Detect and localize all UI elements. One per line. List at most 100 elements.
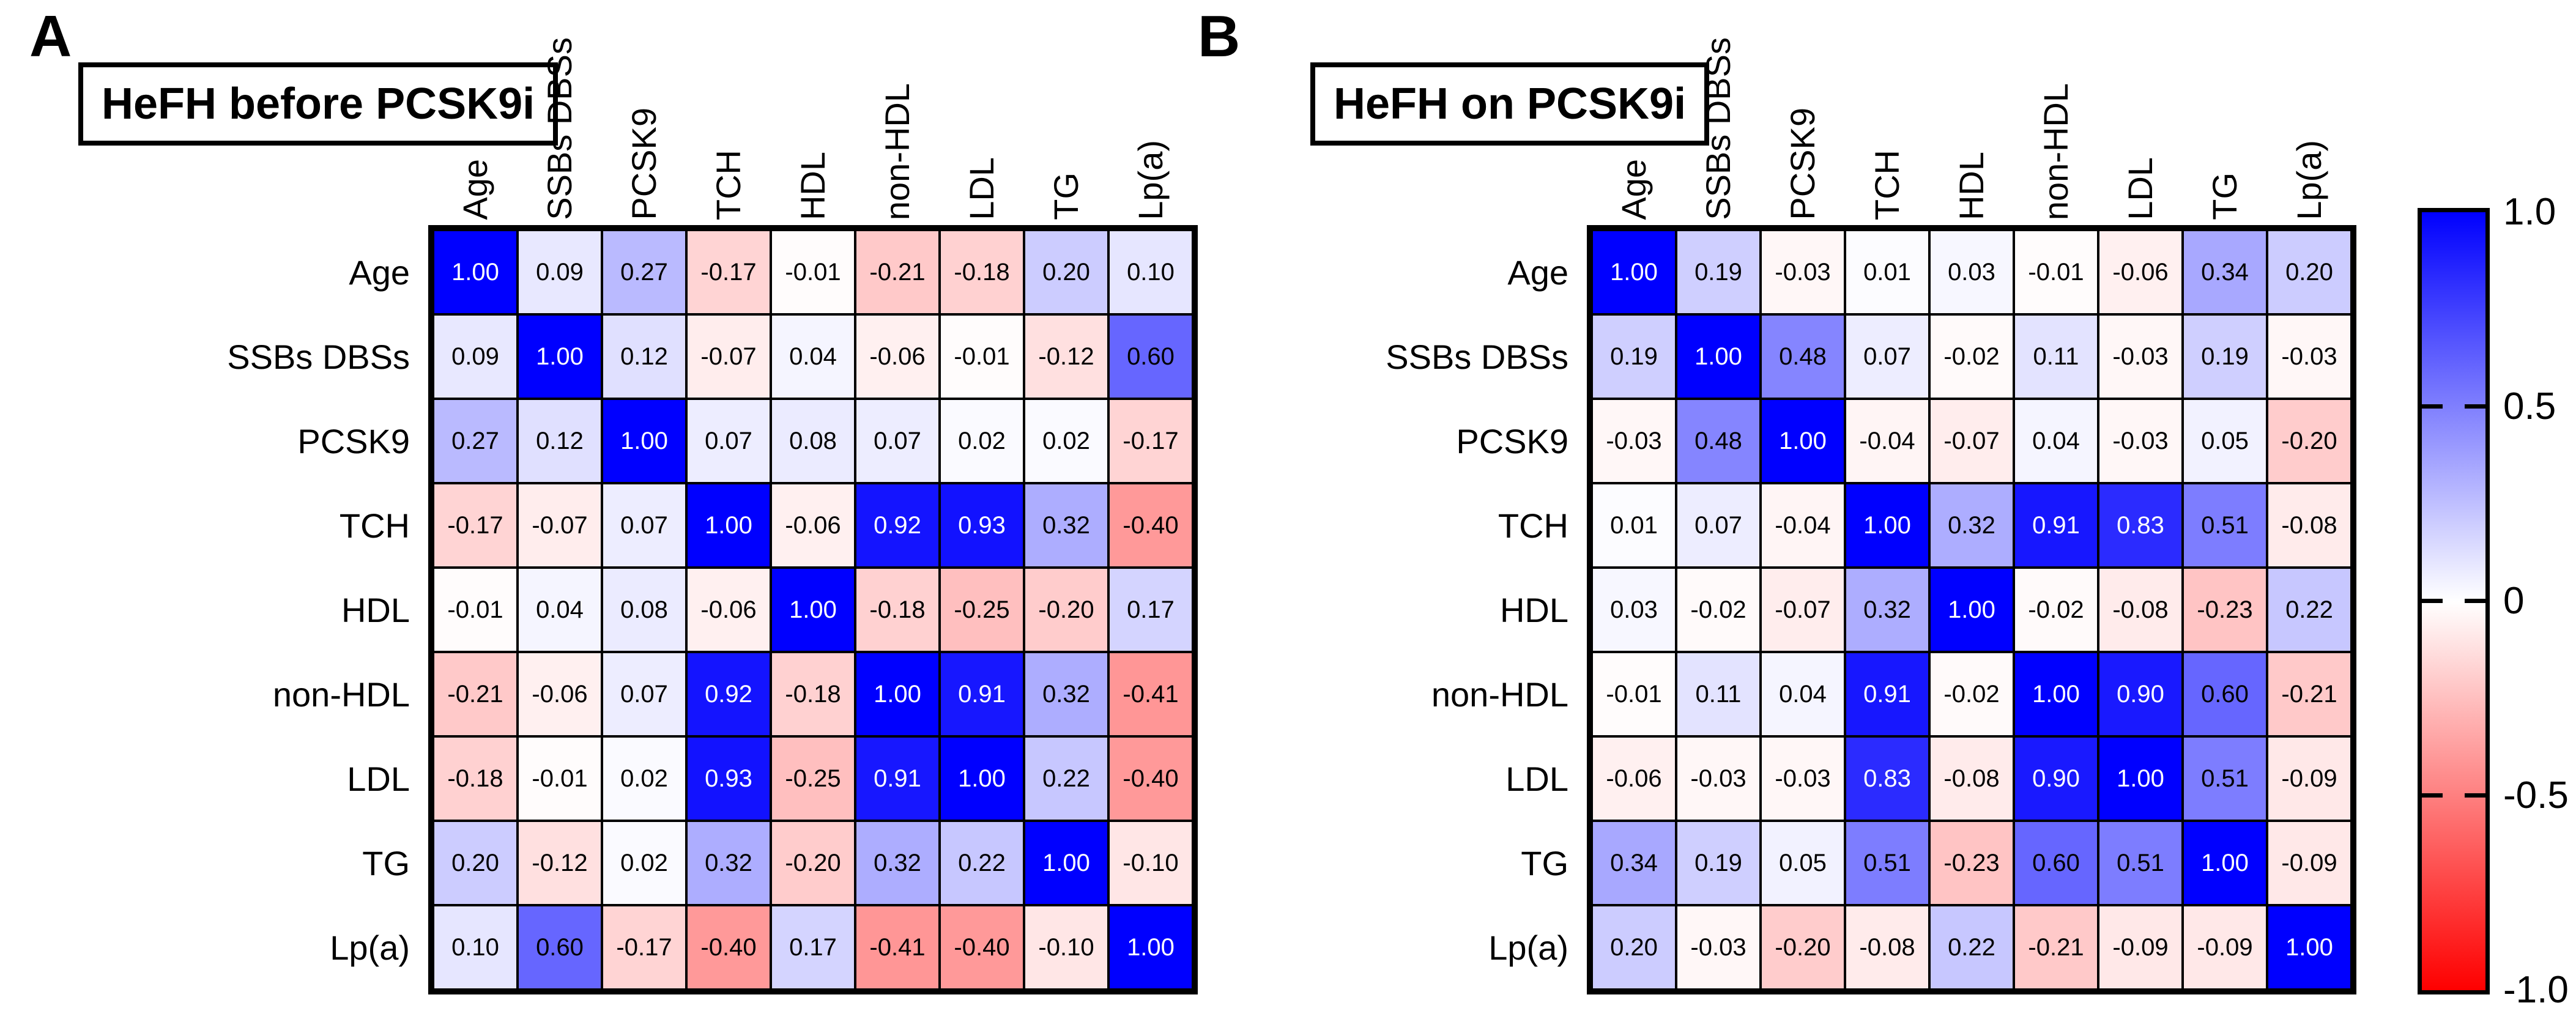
heatmap-cell: 1.00 — [602, 399, 686, 483]
heatmap-cell: 1.00 — [2183, 821, 2267, 905]
heatmap-cell: -0.03 — [1761, 230, 1845, 314]
heatmap-cell: 0.20 — [1024, 230, 1108, 314]
heatmap-cell: -0.09 — [2183, 905, 2267, 990]
heatmap-cell: -0.21 — [855, 230, 940, 314]
heatmap-cell: 1.00 — [855, 652, 940, 736]
colorbar-tick-label: 0.5 — [2503, 385, 2556, 428]
heatmap-cell: 0.90 — [2014, 736, 2098, 821]
heatmap-cell: 0.27 — [602, 230, 686, 314]
column-label: Age — [1614, 159, 1653, 220]
colorbar-tick-label: 0 — [2503, 580, 2525, 622]
panel-a-title: HeFH before PCSK9i — [102, 80, 535, 128]
heatmap-cell: 0.01 — [1592, 483, 1676, 568]
heatmap-cell: -0.06 — [1592, 736, 1676, 821]
column-label: LDL — [2121, 157, 2159, 220]
colorbar-tick-label: 1.0 — [2503, 191, 2556, 233]
panel-b-column-labels: Age SSBs DBSs PCSK9 TCH HDL non-HDL LDL TG Lp(a) — [1592, 22, 2351, 220]
heatmap-cell: 1.00 — [1108, 905, 1193, 990]
heatmap-cell: -0.06 — [771, 483, 855, 568]
heatmap-cell: 0.03 — [1592, 568, 1676, 652]
heatmap-cell: -0.40 — [940, 905, 1024, 990]
heatmap-cell: 0.02 — [940, 399, 1024, 483]
heatmap-cell: 0.12 — [518, 399, 602, 483]
heatmap-cell: 0.48 — [1676, 399, 1761, 483]
heatmap-cell: -0.10 — [1024, 905, 1108, 990]
column-label: Lp(a) — [2290, 140, 2328, 220]
heatmap-cell: -0.40 — [1108, 736, 1193, 821]
heatmap-cell: 0.01 — [1845, 230, 1929, 314]
row-label: non-HDL — [272, 675, 410, 714]
column-label: LDL — [962, 157, 1001, 220]
heatmap-cell: -0.21 — [2014, 905, 2098, 990]
heatmap-cell: -0.23 — [1929, 821, 2014, 905]
heatmap-cell: 1.00 — [1024, 821, 1108, 905]
heatmap-cell: 0.60 — [2183, 652, 2267, 736]
row-label: TCH — [1498, 506, 1568, 545]
heatmap-cell: 0.05 — [2183, 399, 2267, 483]
heatmap-cell: -0.17 — [433, 483, 518, 568]
heatmap-cell: -0.01 — [518, 736, 602, 821]
heatmap-cell: -0.03 — [1676, 736, 1761, 821]
heatmap-cell: 1.00 — [2014, 652, 2098, 736]
heatmap-cell: 0.32 — [855, 821, 940, 905]
heatmap-cell: 0.02 — [1024, 399, 1108, 483]
heatmap-cell: 0.92 — [855, 483, 940, 568]
heatmap-cell: -0.20 — [1024, 568, 1108, 652]
heatmap-cell: 0.91 — [855, 736, 940, 821]
heatmap-cell: -0.03 — [2098, 399, 2183, 483]
heatmap-cell: 0.09 — [433, 314, 518, 399]
heatmap-cell: 0.48 — [1761, 314, 1845, 399]
column-label: non-HDL — [2036, 83, 2075, 220]
heatmap-cell: 0.04 — [518, 568, 602, 652]
heatmap-cell: -0.08 — [1845, 905, 1929, 990]
heatmap-cell: -0.01 — [771, 230, 855, 314]
heatmap-cell: 0.60 — [518, 905, 602, 990]
heatmap-cell: 0.60 — [1108, 314, 1193, 399]
heatmap-cell: -0.08 — [2267, 483, 2351, 568]
row-label: PCSK9 — [297, 421, 410, 461]
heatmap-cell: -0.10 — [1108, 821, 1193, 905]
heatmap-cell: 0.05 — [1761, 821, 1845, 905]
panel-b-title-box: HeFH on PCSK9i — [1310, 62, 1710, 146]
heatmap-cell: -0.02 — [1929, 652, 2014, 736]
panel-b-heatmap: 1.00 0.19 -0.03 0.01 0.03 -0.01 -0.06 0.34 0.20 0… — [1587, 225, 2356, 994]
colorbar-tick-mark — [2465, 404, 2485, 409]
heatmap-cell: -0.03 — [2267, 314, 2351, 399]
column-label: SSBs DBSs — [1699, 37, 1737, 220]
row-label: Age — [1507, 253, 1568, 292]
heatmap-cell: -0.40 — [686, 905, 771, 990]
heatmap-cell: -0.07 — [518, 483, 602, 568]
heatmap-cell: 0.19 — [1592, 314, 1676, 399]
heatmap-cell: 0.02 — [602, 736, 686, 821]
column-label: Lp(a) — [1131, 140, 1170, 220]
column-label: HDL — [793, 151, 832, 220]
row-label: TG — [1521, 843, 1568, 883]
panel-b-title: HeFH on PCSK9i — [1334, 80, 1687, 128]
heatmap-cell: 0.51 — [1845, 821, 1929, 905]
heatmap-cell: -0.40 — [1108, 483, 1193, 568]
heatmap-cell: 0.20 — [2267, 230, 2351, 314]
heatmap-cell: -0.17 — [686, 230, 771, 314]
heatmap-cell: -0.02 — [2014, 568, 2098, 652]
heatmap-cell: 0.32 — [1024, 652, 1108, 736]
column-label: TCH — [1868, 149, 1906, 220]
heatmap-cell: 0.83 — [1845, 736, 1929, 821]
heatmap-cell: -0.03 — [1761, 736, 1845, 821]
heatmap-cell: -0.09 — [2098, 905, 2183, 990]
heatmap-cell: 1.00 — [1845, 483, 1929, 568]
column-label: non-HDL — [878, 83, 916, 220]
heatmap-cell: 0.19 — [2183, 314, 2267, 399]
panel-a-row-labels: Age SSBs DBSs PCSK9 TCH HDL non-HDL LDL TG Lp(a) — [86, 230, 420, 990]
heatmap-cell: -0.21 — [2267, 652, 2351, 736]
colorbar-gradient — [2418, 208, 2490, 994]
heatmap-cell: -0.04 — [1761, 483, 1845, 568]
colorbar-tick-mark — [2422, 793, 2443, 798]
heatmap-cell: 1.00 — [686, 483, 771, 568]
colorbar-tick-mark — [2422, 404, 2443, 409]
heatmap-cell: -0.18 — [940, 230, 1024, 314]
heatmap-cell: -0.09 — [2267, 821, 2351, 905]
colorbar-tick-label: -0.5 — [2503, 774, 2569, 816]
heatmap-cell: 0.32 — [686, 821, 771, 905]
heatmap-cell: 0.93 — [940, 483, 1024, 568]
